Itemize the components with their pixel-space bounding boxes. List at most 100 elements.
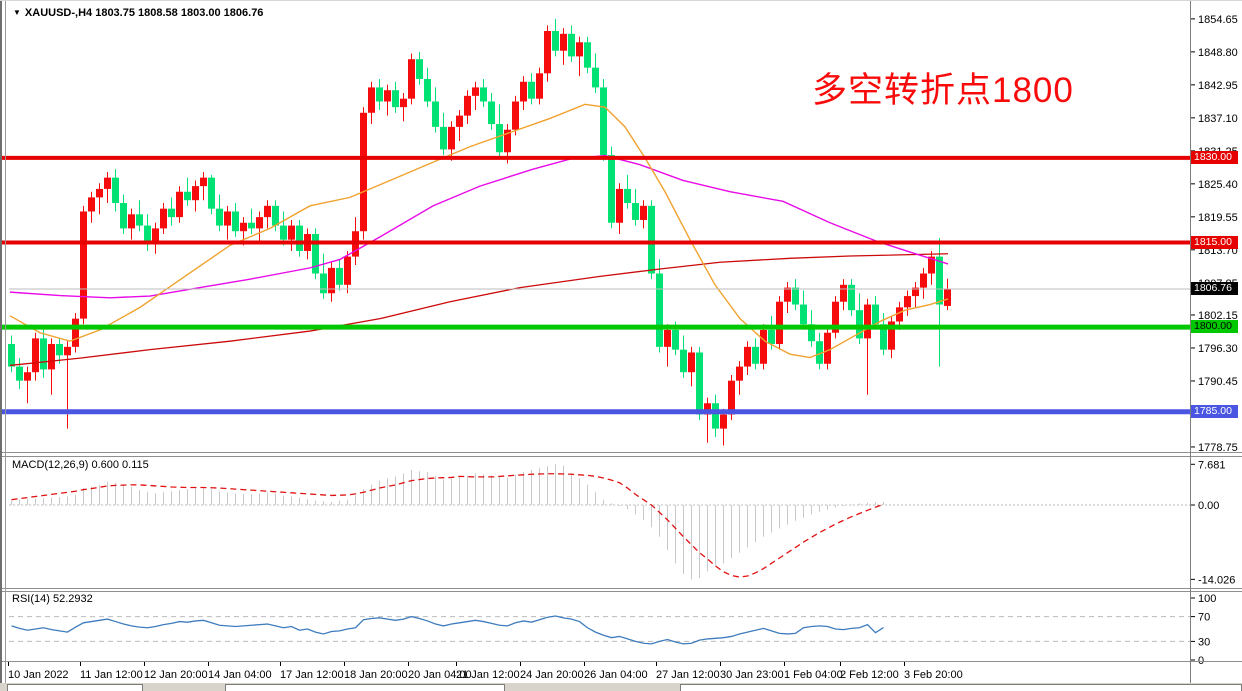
time-tick-label: 3 Feb 20:00 — [904, 669, 963, 681]
time-tick-label: 12 Jan 20:00 — [144, 669, 208, 681]
ma-long-red-line — [9, 253, 949, 367]
candle-bear — [808, 324, 815, 342]
candle-bear — [872, 304, 879, 325]
candle-bear — [232, 211, 239, 232]
candle-bear — [632, 203, 639, 220]
candle-bull — [704, 403, 711, 415]
price-tick-label: 1796.30 — [1198, 343, 1238, 355]
rsi-tick-label: 100 — [1198, 593, 1216, 605]
candle-bear — [424, 78, 431, 102]
candle-bull — [504, 129, 511, 153]
panel-splitter[interactable] — [0, 456, 1242, 457]
candle-bear — [816, 341, 823, 364]
candle-bear — [56, 344, 63, 356]
candle-bull — [912, 287, 919, 297]
candle-bull — [360, 112, 367, 232]
candle-bull — [456, 115, 463, 127]
candle-bear — [216, 208, 223, 226]
candle-bear — [752, 346, 759, 364]
candle-bull — [448, 126, 455, 150]
panel-splitter[interactable] — [0, 452, 1242, 453]
dropdown-arrow-icon[interactable]: ▼ — [13, 8, 21, 17]
candle-bull — [200, 177, 207, 187]
candle-bear — [40, 338, 47, 370]
candle-bear — [696, 352, 703, 415]
price-tag: 1830.00 — [1191, 150, 1238, 164]
candle-bull — [408, 59, 415, 99]
candle-bear — [496, 124, 503, 153]
candle-bull — [840, 284, 847, 302]
time-tick-label: 10 Jan 2022 — [8, 669, 69, 681]
candle-bear — [648, 205, 655, 274]
candle-bear — [672, 329, 679, 350]
panel-splitter[interactable] — [0, 591, 1242, 592]
candle-bull — [344, 256, 351, 285]
candle-bull — [536, 73, 543, 99]
annotation-text: 多空转折点1800 — [812, 71, 1074, 110]
rsi-tick-label: 70 — [1198, 612, 1210, 624]
candle-bull — [24, 372, 31, 381]
macd-indicator-label: MACD(12,26,9) 0.600 0.115 — [12, 459, 149, 471]
candle-bear — [248, 222, 255, 229]
candle-bear — [552, 31, 559, 51]
candle-bull — [64, 346, 71, 356]
candle-bull — [104, 177, 111, 189]
candle-bear — [488, 101, 495, 125]
time-tick-label: 24 Jan 20:00 — [520, 669, 584, 681]
time-tick-label: 17 Jan 12:00 — [280, 669, 344, 681]
time-tick-label: 11 Jan 12:00 — [80, 669, 143, 681]
ma-orange-line — [9, 103, 949, 359]
candle-bear — [768, 329, 775, 345]
price-tick-label: 1842.95 — [1198, 80, 1238, 92]
time-tick-label: 27 Jan 12:00 — [656, 669, 720, 681]
price-tag: 1800.00 — [1191, 320, 1238, 334]
candle-bear — [856, 310, 863, 339]
candle-bear — [480, 87, 487, 102]
candle-bull — [928, 256, 935, 274]
time-tick-label: 30 Jan 23:00 — [720, 669, 784, 681]
candle-bear — [624, 188, 631, 204]
candle-bull — [328, 267, 335, 294]
candle-bull — [944, 288, 951, 306]
candle-bear — [792, 287, 799, 305]
candle-bull — [256, 217, 263, 229]
candle-bull — [176, 191, 183, 218]
candle-bull — [744, 346, 751, 367]
candle-bull — [512, 101, 519, 130]
candle-bull — [192, 186, 199, 201]
candle-bull — [224, 211, 231, 226]
candle-bear — [584, 42, 591, 68]
candle-bear — [320, 273, 327, 294]
candle-bear — [936, 256, 943, 305]
candle-bear — [120, 203, 127, 229]
price-scale-separator[interactable] — [1190, 0, 1191, 683]
time-tick-label: 21 Jan 12:00 — [456, 669, 520, 681]
candle-bear — [136, 214, 143, 226]
price-tick-label: 1837.10 — [1198, 113, 1238, 125]
candle-bull — [760, 329, 767, 364]
candle-bull — [664, 329, 671, 347]
taskbar-button[interactable] — [680, 684, 1242, 691]
rsi-tick-label: 30 — [1198, 636, 1210, 648]
candle-bull — [240, 222, 247, 232]
candle-bull — [520, 81, 527, 102]
price-tick-label: 1802.15 — [1198, 310, 1238, 322]
candle-bear — [608, 155, 615, 223]
candle-bull — [832, 301, 839, 333]
candle-bear — [848, 284, 855, 311]
taskbar-button[interactable] — [225, 684, 505, 691]
candle-bull — [720, 414, 727, 429]
taskbar-button[interactable] — [7, 684, 143, 691]
candle-bull — [160, 208, 167, 229]
candle-bull — [920, 273, 927, 288]
candle-bear — [680, 349, 687, 373]
ma-magenta-line — [9, 154, 949, 299]
panel-splitter[interactable] — [0, 588, 1242, 589]
candle-bull — [824, 332, 831, 364]
candle-bull — [288, 225, 295, 240]
candle-bull — [544, 31, 551, 74]
candle-bear — [416, 59, 423, 79]
candle-bull — [96, 188, 103, 198]
candle-bull — [728, 380, 735, 415]
